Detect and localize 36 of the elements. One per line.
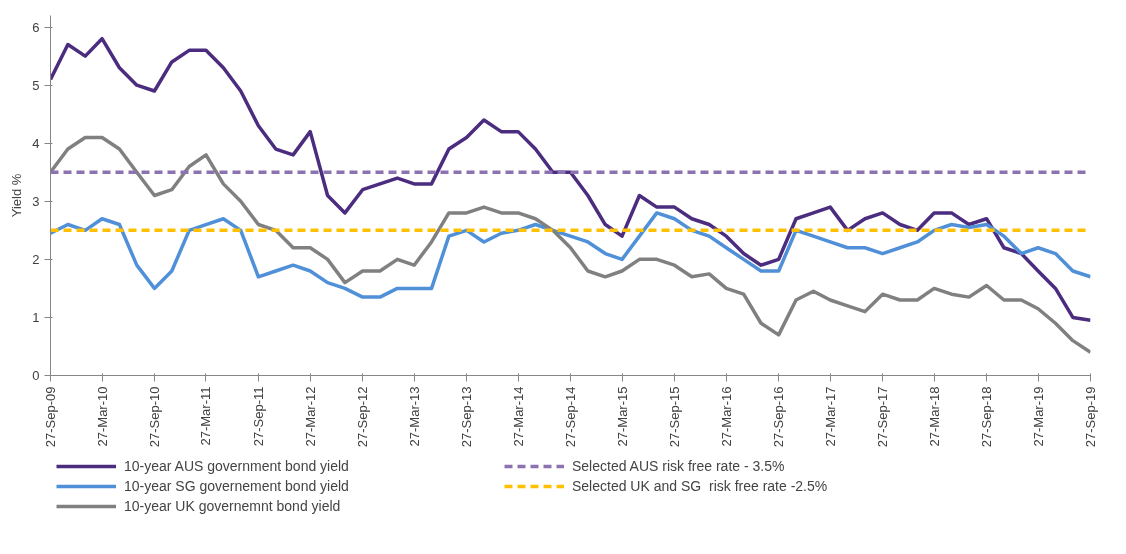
x-tick-label: 27-Sep-12 [355, 386, 371, 448]
legend-label: 10-year UK governemnt bond yield [124, 498, 342, 514]
legend-label: 10-year SG governement bond yield [124, 478, 350, 494]
y-tick-label: 4 [32, 135, 40, 151]
x-tick-label: 27-Mar-12 [302, 386, 318, 447]
x-tick-label: 27-Mar-15 [614, 386, 630, 447]
y-tick-label: 6 [32, 19, 40, 35]
x-tick-label: 27-Sep-16 [771, 386, 787, 448]
x-tick-label: 27-Mar-16 [718, 386, 734, 447]
x-tick-label: 27-Sep-13 [459, 386, 475, 448]
legend-label: Selected UK and SG risk free rate -2.5% [572, 478, 829, 494]
y-tick-label: 5 [32, 77, 40, 93]
x-tick-label: 27-Sep-14 [563, 386, 578, 448]
x-tick-label: 27-Mar-13 [406, 386, 422, 447]
x-tick-label: 27-Mar-19 [1030, 386, 1046, 447]
line-series [50, 36, 1091, 323]
x-tick-label: 27-Mar-14 [510, 386, 526, 447]
x-tick-label: 27-Mar-10 [94, 386, 110, 447]
line-series [50, 211, 1091, 299]
y-axis-title: Yield % [9, 173, 25, 218]
x-tick-label: 27-Sep-19 [1083, 386, 1098, 448]
y-tick-label: 3 [32, 193, 40, 209]
x-tick-label: 27-Mar-18 [926, 386, 942, 447]
y-tick-label: 1 [32, 309, 40, 325]
legend-label: Selected AUS risk free rate - 3.5% [572, 458, 786, 474]
x-tick-label: 27-Sep-10 [146, 386, 162, 448]
legend-label: 10-year AUS government bond yield [124, 458, 350, 474]
x-tick-label: 27-Sep-15 [666, 386, 682, 448]
y-tick-label: 2 [32, 251, 40, 267]
x-tick-label: 27-Sep-18 [979, 386, 995, 448]
y-tick-label: 0 [32, 368, 40, 383]
x-tick-label: 27-Sep-11 [250, 386, 266, 447]
x-tick-label: 27-Mar-17 [822, 386, 838, 447]
x-tick-label: 27-Sep-17 [875, 386, 891, 448]
x-tick-label: 27-Mar-11 [198, 386, 214, 446]
x-tick-label: 27-Sep-09 [43, 386, 58, 448]
